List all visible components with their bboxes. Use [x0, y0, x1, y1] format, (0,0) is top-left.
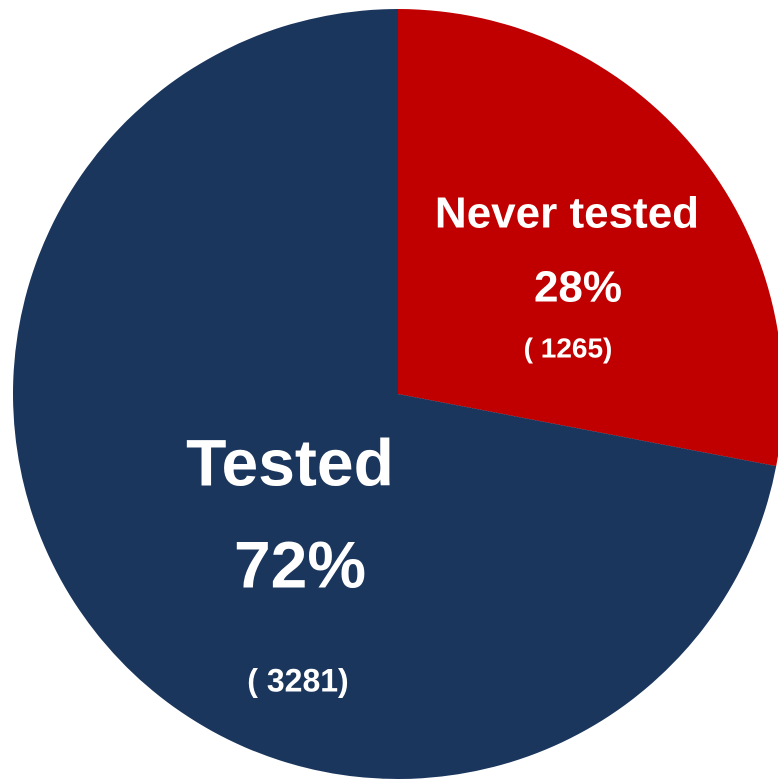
pie-slice [12, 9, 777, 779]
pie-slice [398, 9, 778, 467]
slice-label: Tested [186, 425, 394, 499]
slice-label: Never tested [435, 189, 699, 238]
slice-percent: 72% [234, 527, 366, 601]
slice-percent: 28% [534, 263, 622, 312]
slice-count: ( 1265) [524, 332, 613, 363]
slice-count: ( 3281) [247, 662, 348, 698]
